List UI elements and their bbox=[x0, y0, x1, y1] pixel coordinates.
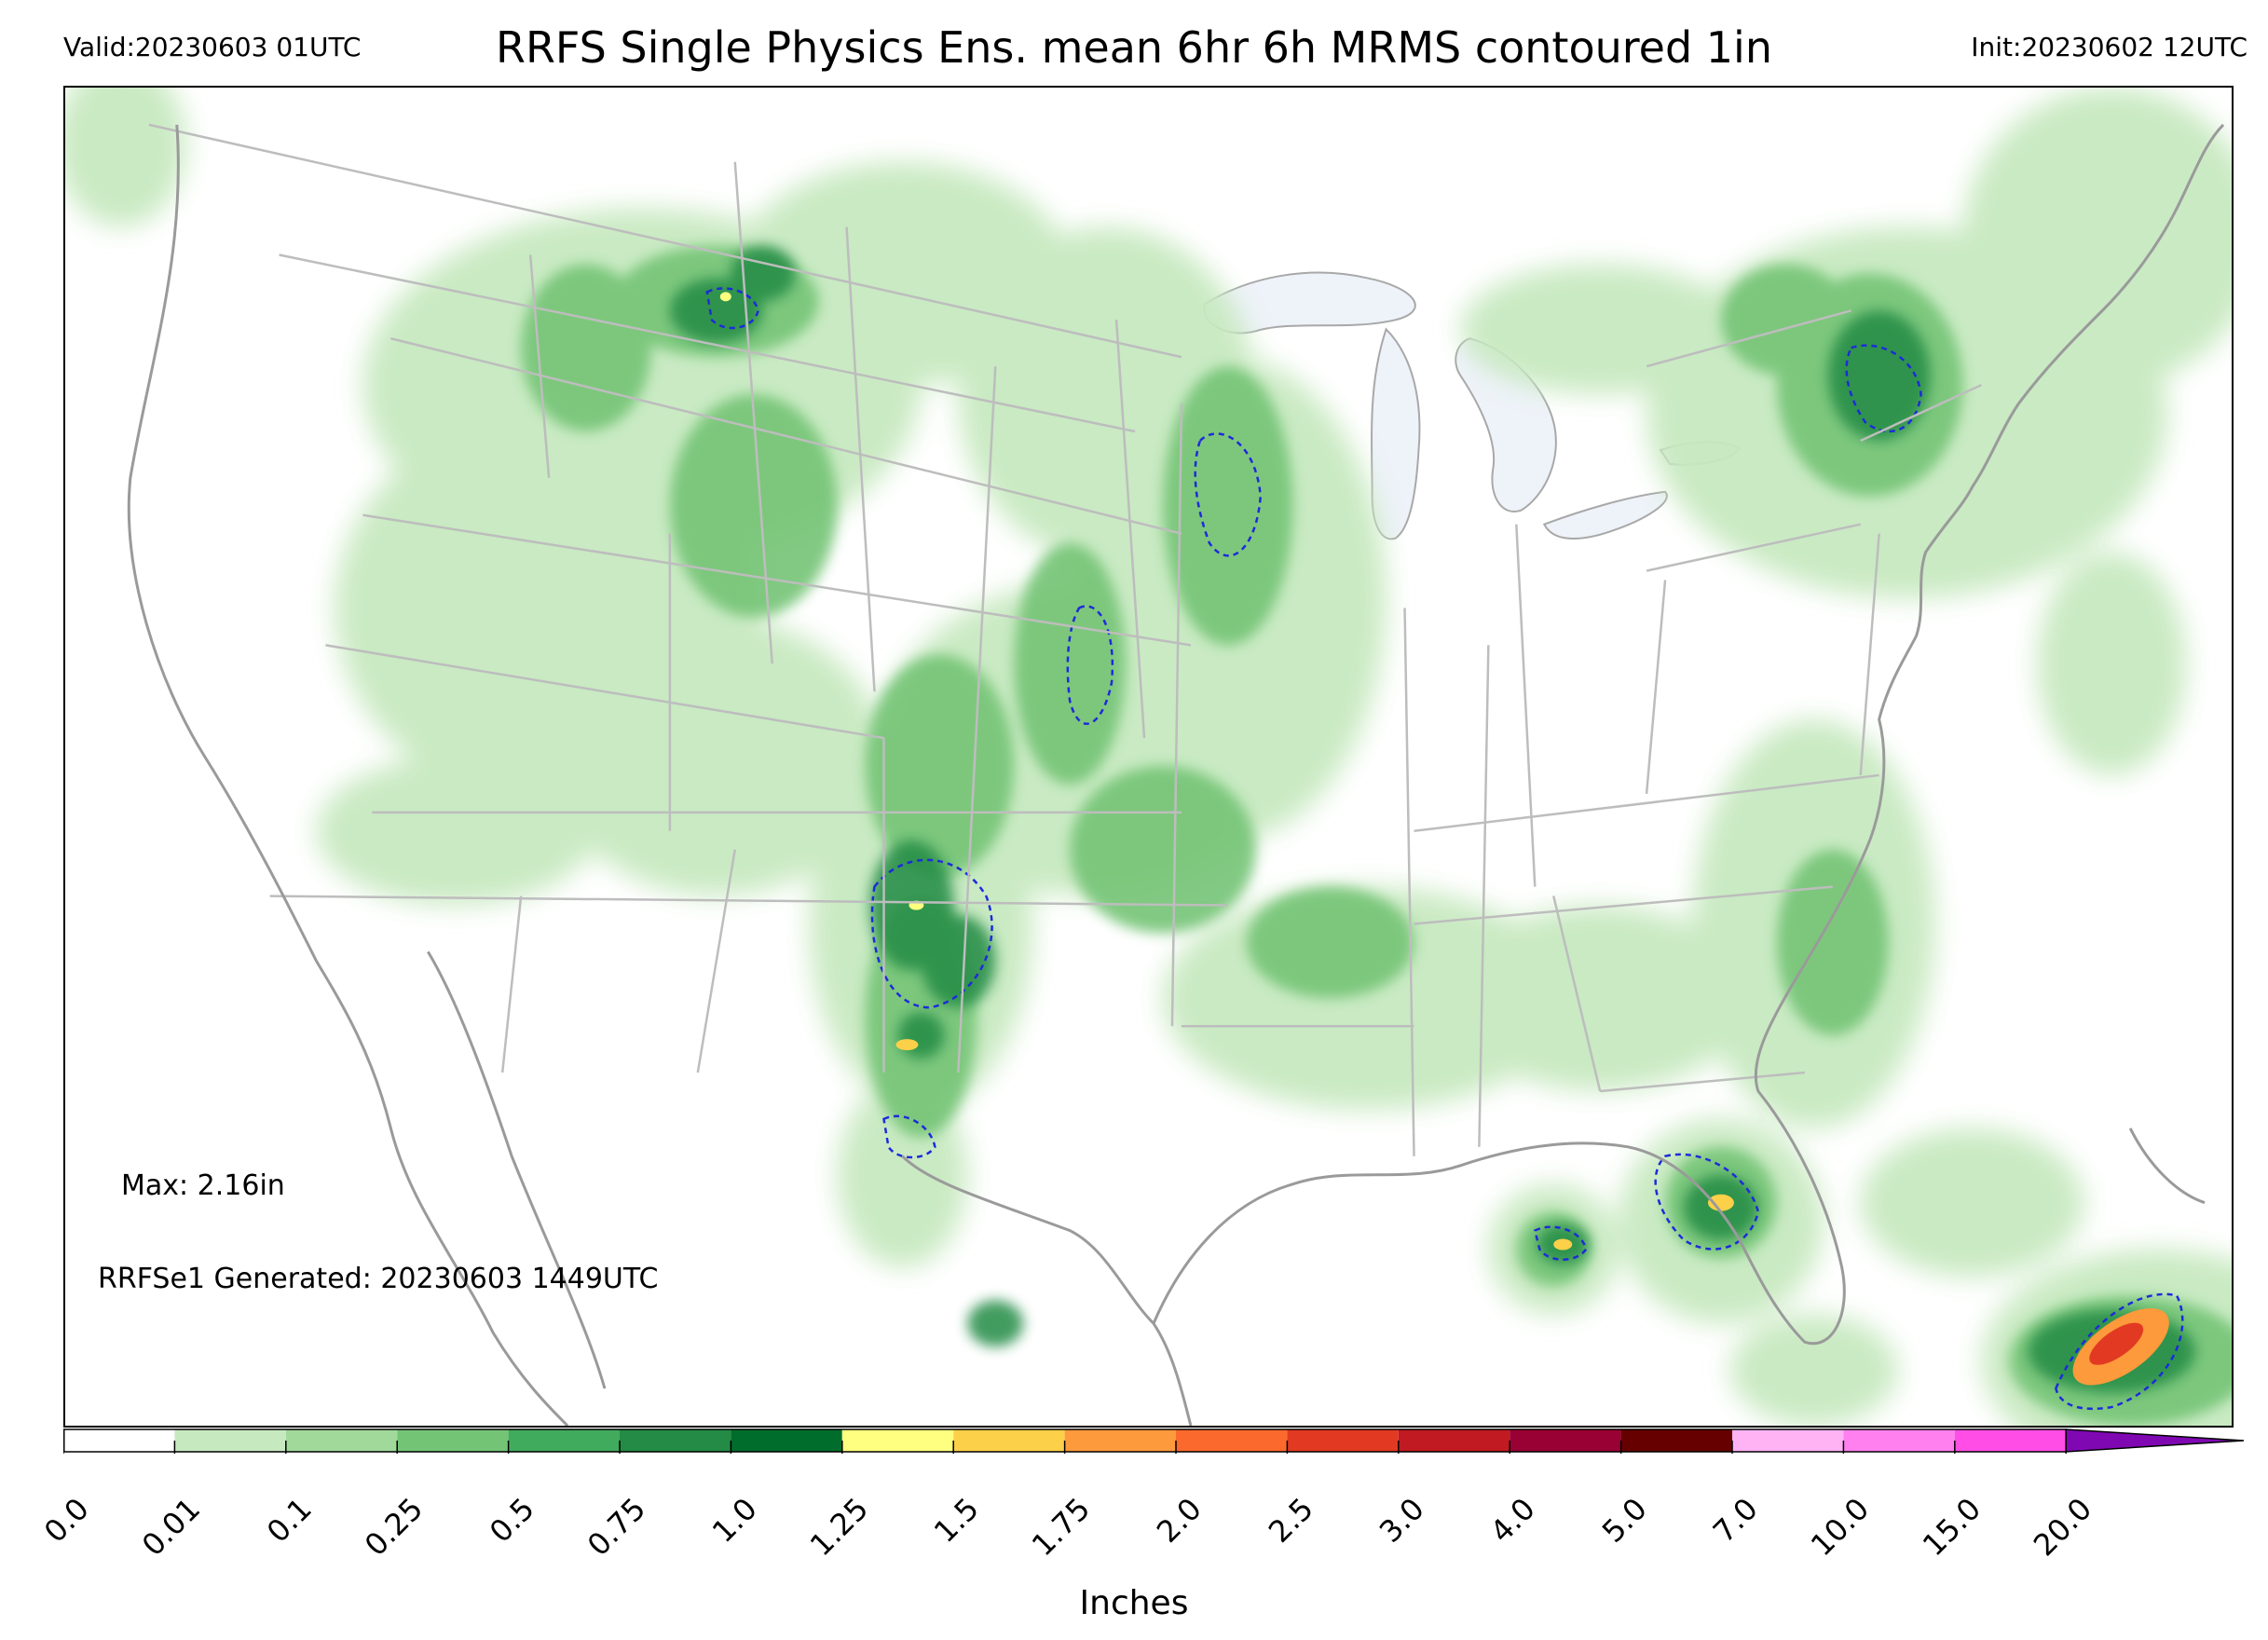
colorbar-tick-label: 10.0 bbox=[1804, 1491, 1877, 1564]
lake-erie bbox=[1542, 490, 1668, 540]
state-borders bbox=[148, 123, 1982, 1156]
colorbar-tick-label: 0.75 bbox=[580, 1491, 652, 1564]
coastlines bbox=[127, 123, 2225, 1426]
colorbar-segment bbox=[1510, 1429, 1621, 1452]
colorbar-segment bbox=[953, 1429, 1065, 1452]
colorbar-segment bbox=[1287, 1429, 1399, 1452]
colorbar-tick-label: 1.5 bbox=[927, 1491, 987, 1550]
colorbar bbox=[63, 1428, 2244, 1454]
colorbar-segment bbox=[174, 1429, 286, 1452]
lake-michigan bbox=[1371, 327, 1421, 540]
colorbar-segment bbox=[63, 1429, 175, 1452]
map-title: RRFS Single Physics Ens. mean 6hr 6h MRM… bbox=[496, 22, 1772, 73]
colorbar-segment bbox=[397, 1429, 509, 1452]
generated-annotation: RRFSe1 Generated: 20230603 1449UTC bbox=[98, 1263, 659, 1295]
colorbar-segment bbox=[1064, 1429, 1176, 1452]
colorbar-extend-arrow bbox=[2065, 1428, 2244, 1453]
colorbar-segment bbox=[731, 1429, 842, 1452]
colorbar-label: Inches bbox=[1079, 1584, 1189, 1622]
colorbar-segment bbox=[620, 1429, 731, 1452]
map-canvas bbox=[65, 88, 2232, 1426]
colorbar-tick-label: 0.5 bbox=[482, 1491, 541, 1550]
colorbar-segment bbox=[841, 1429, 954, 1452]
colorbar-segment bbox=[1732, 1429, 1844, 1452]
colorbar-tick-label: 2.5 bbox=[1261, 1491, 1320, 1550]
colorbar-tick-label: 15.0 bbox=[1915, 1491, 1988, 1564]
colorbar-segment bbox=[1176, 1429, 1288, 1452]
colorbar-segment bbox=[1620, 1429, 1732, 1452]
precipitation-map bbox=[63, 86, 2234, 1428]
colorbar-segment bbox=[1398, 1429, 1510, 1452]
colorbar-tick-label: 2.0 bbox=[1150, 1491, 1209, 1550]
colorbar-tick-label: 0.25 bbox=[357, 1491, 430, 1564]
colorbar-tick-label: 0.0 bbox=[37, 1491, 96, 1550]
colorbar-tick-label: 4.0 bbox=[1483, 1491, 1543, 1550]
colorbar-tick-label: 1.0 bbox=[704, 1491, 764, 1550]
init-time: Init:20230602 12UTC bbox=[1971, 32, 2248, 62]
max-value-annotation: Max: 2.16in bbox=[121, 1169, 285, 1202]
colorbar-tick-label: 1.75 bbox=[1025, 1491, 1098, 1564]
colorbar-segment bbox=[1954, 1429, 2067, 1452]
mrms-contours bbox=[705, 287, 2184, 1411]
colorbar-tick-label: 5.0 bbox=[1594, 1491, 1654, 1550]
colorbar-segment bbox=[285, 1429, 398, 1452]
colorbar-tick-label: 7.0 bbox=[1706, 1491, 1765, 1550]
colorbar-tick-label: 0.1 bbox=[259, 1491, 319, 1550]
colorbar-tick-label: 1.25 bbox=[802, 1491, 875, 1564]
colorbar-segment bbox=[508, 1429, 620, 1452]
colorbar-tick-label: 3.0 bbox=[1372, 1491, 1431, 1550]
valid-time: Valid:20230603 01UTC bbox=[63, 32, 362, 62]
colorbar-segment bbox=[1843, 1429, 1955, 1452]
colorbar-tick-label: 0.01 bbox=[135, 1491, 208, 1564]
colorbar-tick-label: 20.0 bbox=[2026, 1491, 2099, 1564]
